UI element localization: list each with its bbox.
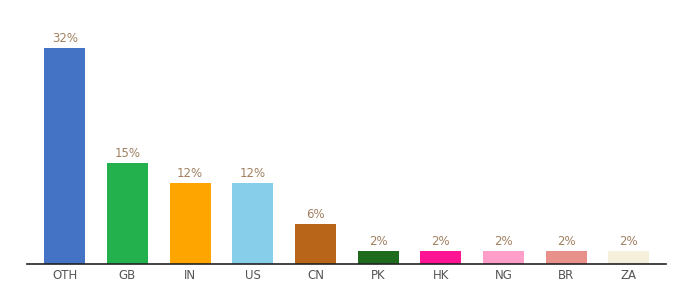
Bar: [483, 250, 524, 264]
Bar: [295, 224, 336, 264]
Text: 6%: 6%: [306, 208, 325, 221]
Text: 12%: 12%: [177, 167, 203, 180]
Text: 2%: 2%: [557, 235, 575, 248]
Bar: [420, 250, 461, 264]
Bar: [546, 250, 586, 264]
Bar: [358, 250, 398, 264]
Bar: [233, 183, 273, 264]
Text: 2%: 2%: [369, 235, 388, 248]
Text: 2%: 2%: [432, 235, 450, 248]
Text: 15%: 15%: [114, 147, 141, 160]
Bar: [170, 183, 211, 264]
Text: 2%: 2%: [494, 235, 513, 248]
Bar: [609, 250, 649, 264]
Text: 2%: 2%: [619, 235, 638, 248]
Text: 32%: 32%: [52, 32, 78, 45]
Text: 12%: 12%: [240, 167, 266, 180]
Bar: [107, 163, 148, 264]
Bar: [44, 48, 85, 264]
